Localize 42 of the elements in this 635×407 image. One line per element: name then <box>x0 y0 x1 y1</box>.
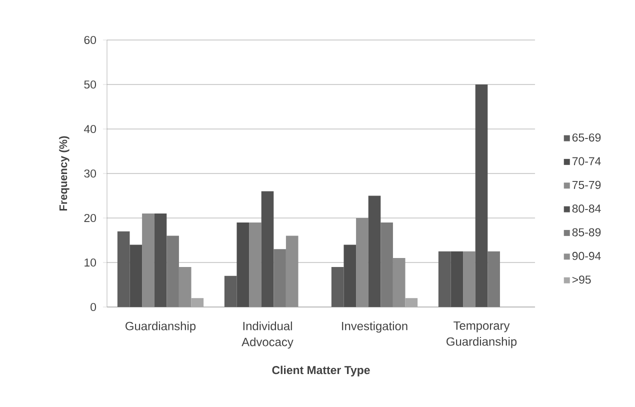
bar <box>142 214 154 307</box>
bar <box>236 222 250 307</box>
bar <box>488 251 500 307</box>
legend-label: >95 <box>572 276 591 284</box>
legend-label: 90-94 <box>572 252 601 260</box>
legend-label: 65-69 <box>572 133 601 142</box>
y-tick-label: 40 <box>84 124 96 134</box>
bar <box>344 244 356 307</box>
bar <box>274 249 286 307</box>
bar <box>438 251 451 307</box>
legend-label: 85-89 <box>572 228 601 236</box>
bar <box>117 231 130 307</box>
bar <box>130 244 142 307</box>
bar <box>331 266 344 307</box>
bar <box>191 298 204 307</box>
bar <box>249 222 262 307</box>
bar <box>224 276 237 307</box>
legend-label: 75-79 <box>572 180 601 189</box>
x-tick-label: Temporary Guardianship <box>446 322 517 348</box>
x-tick-label: Investigation <box>342 322 408 333</box>
bar <box>261 191 274 307</box>
bar <box>368 196 381 307</box>
y-tick-label: 10 <box>84 258 96 267</box>
bar <box>463 251 476 307</box>
legend-label: 70-74 <box>572 157 601 166</box>
x-tick-label: Individual Advocacy <box>242 322 294 349</box>
y-tick-label: 20 <box>84 214 96 222</box>
bar <box>154 214 167 307</box>
legend-label: 80-84 <box>572 204 601 213</box>
y-tick-label: 30 <box>84 169 96 178</box>
x-tick-label: Guardianship <box>126 322 196 333</box>
bar <box>356 218 368 307</box>
y-tick-label: 0 <box>90 302 96 312</box>
bar <box>166 236 179 307</box>
y-tick-label: 50 <box>84 80 96 89</box>
y-axis-title: Frequency (%) <box>59 136 70 211</box>
bar <box>450 251 464 307</box>
bar <box>405 298 418 307</box>
bar <box>380 222 393 307</box>
y-tick-label: 60 <box>84 36 96 44</box>
bar <box>475 84 488 307</box>
x-axis-title: Client Matter Type <box>272 366 370 376</box>
